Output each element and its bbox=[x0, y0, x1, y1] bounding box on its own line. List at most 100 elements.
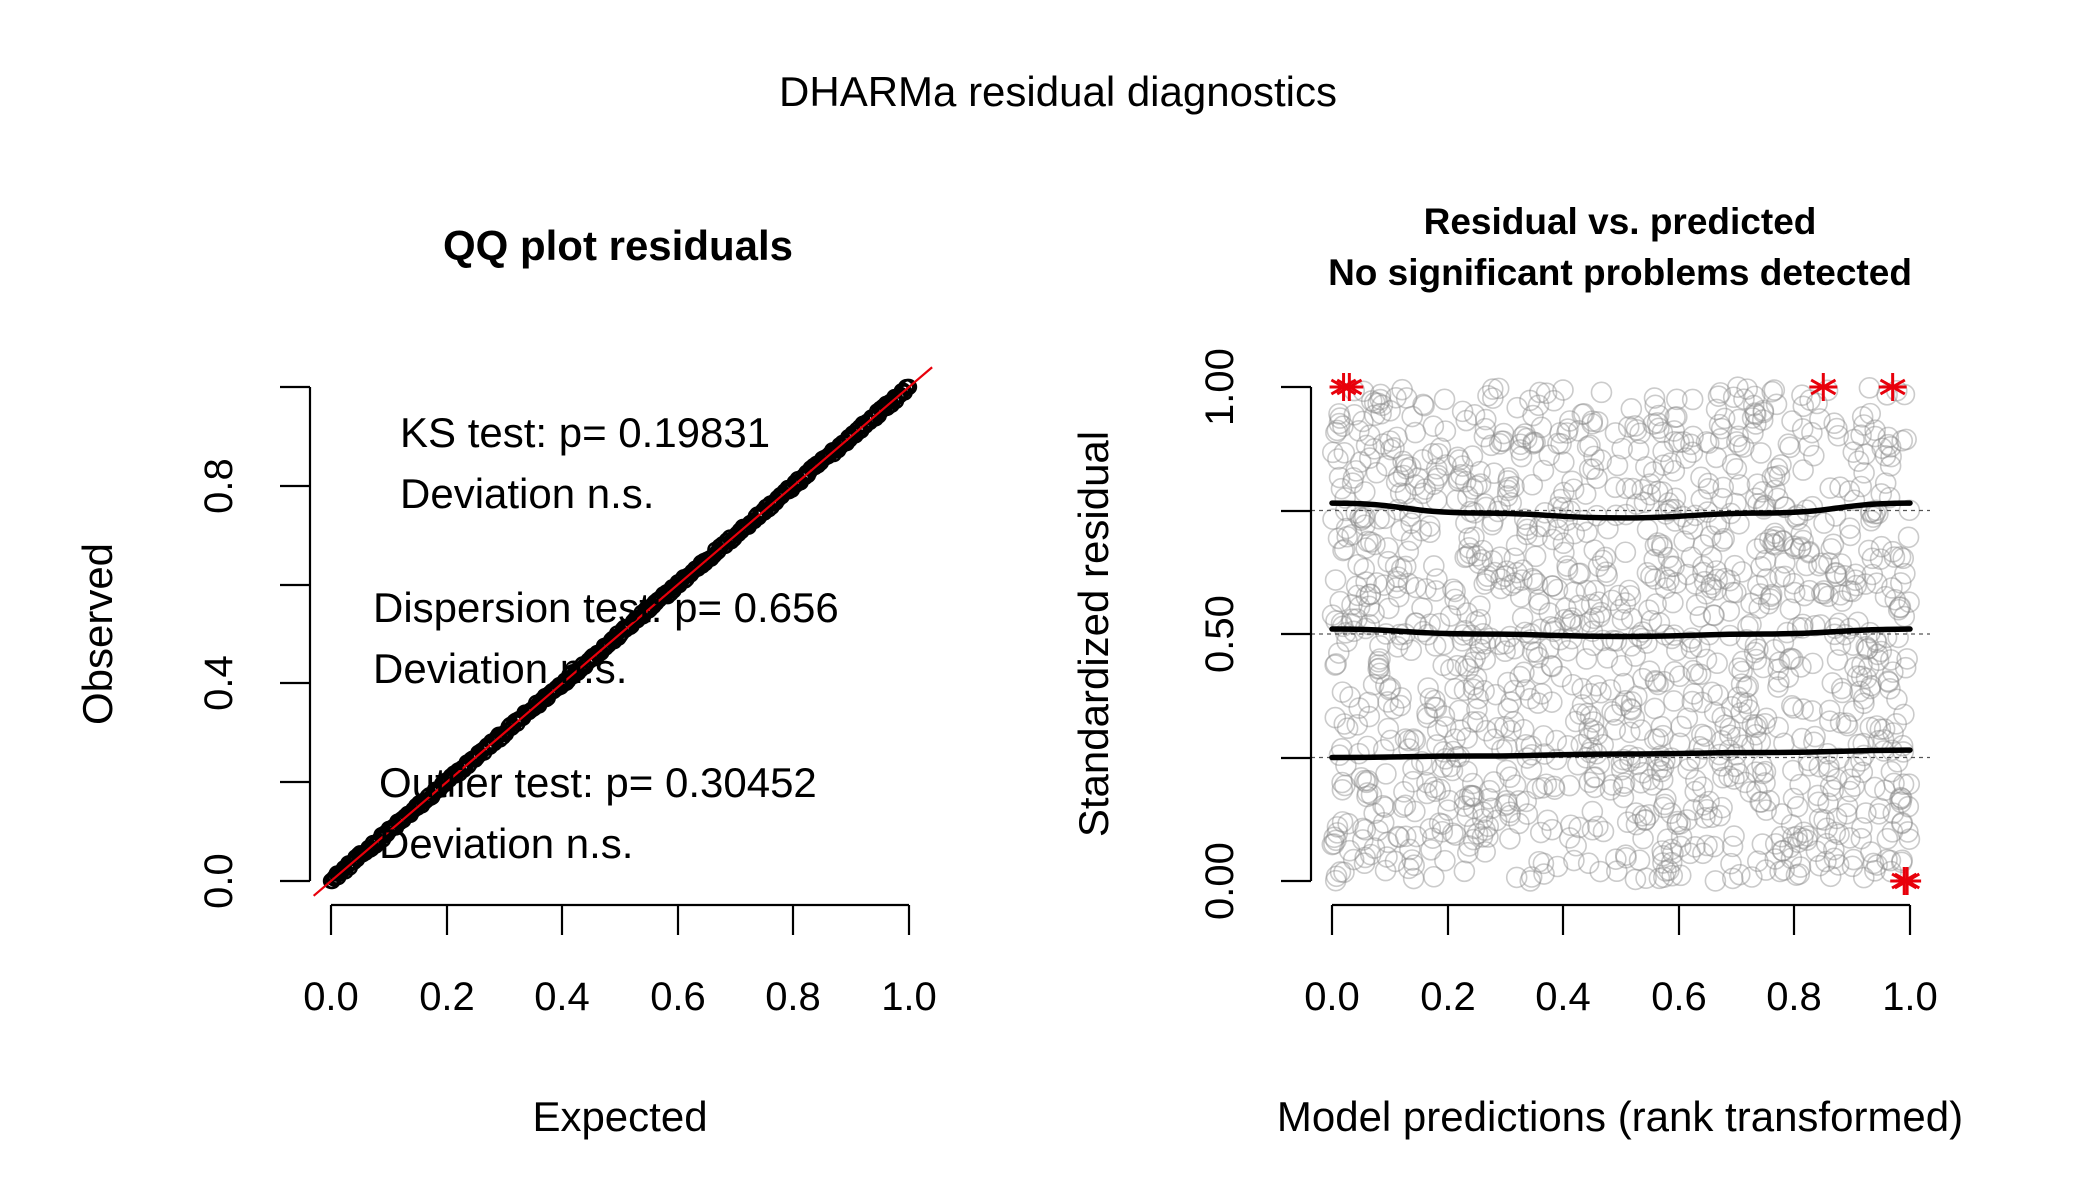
residual-point bbox=[1768, 651, 1791, 674]
residual-point bbox=[1531, 777, 1554, 799]
residual-point bbox=[1672, 431, 1695, 453]
residual-point bbox=[1473, 425, 1496, 448]
residual-point bbox=[1363, 391, 1386, 414]
residual-point bbox=[1641, 774, 1664, 796]
residual-point bbox=[1781, 648, 1804, 670]
residual-point bbox=[1721, 835, 1744, 858]
residual-point bbox=[1894, 562, 1916, 585]
residual-point bbox=[1877, 670, 1899, 692]
residual-point bbox=[1750, 442, 1772, 464]
residual-point bbox=[1437, 799, 1459, 821]
residual-point bbox=[1643, 728, 1666, 751]
residual-point bbox=[1698, 790, 1720, 813]
residual-point bbox=[1801, 652, 1824, 675]
residual-point bbox=[1512, 559, 1534, 581]
residual-point bbox=[1760, 588, 1782, 611]
residual-point bbox=[1656, 828, 1679, 851]
residual-point bbox=[1529, 662, 1552, 685]
residual-point bbox=[1636, 562, 1659, 584]
qq-reference-line bbox=[312, 366, 933, 897]
residual-point bbox=[1519, 629, 1542, 651]
residual-point bbox=[1590, 681, 1612, 704]
residual-point bbox=[1855, 802, 1877, 824]
residual-point bbox=[1404, 474, 1427, 496]
residual-point bbox=[1808, 755, 1831, 778]
residual-point bbox=[1627, 439, 1650, 462]
residual-point bbox=[1496, 485, 1519, 507]
residual-point bbox=[1513, 508, 1536, 530]
residual-point bbox=[1818, 759, 1840, 782]
residual-point bbox=[1631, 478, 1654, 501]
residual-point bbox=[1601, 701, 1623, 723]
residual-point bbox=[1838, 827, 1861, 849]
residual-point bbox=[1826, 417, 1848, 440]
residual-point bbox=[1461, 784, 1483, 807]
residual-point bbox=[1400, 639, 1423, 662]
residual-point bbox=[1877, 671, 1900, 693]
residual-point bbox=[1767, 716, 1789, 739]
residual-point bbox=[1564, 710, 1587, 733]
residual-point bbox=[1578, 727, 1600, 749]
residual-point bbox=[1417, 677, 1439, 699]
residual-point bbox=[1835, 712, 1858, 735]
residual-point bbox=[1898, 773, 1921, 795]
residual-point bbox=[1666, 388, 1688, 411]
residual-point bbox=[1524, 431, 1546, 454]
residual-point bbox=[1829, 584, 1852, 606]
residual-point bbox=[1771, 530, 1794, 553]
residual-point bbox=[1549, 628, 1571, 651]
residual-point bbox=[1796, 825, 1819, 847]
residual-point bbox=[1610, 758, 1633, 781]
residual-point bbox=[1419, 818, 1442, 840]
residual-point bbox=[1462, 478, 1484, 500]
residual-point bbox=[1710, 417, 1733, 440]
residual-point bbox=[1629, 422, 1651, 445]
residual-point bbox=[1557, 418, 1579, 440]
residual-point bbox=[1813, 809, 1835, 831]
residual-point bbox=[1670, 825, 1693, 848]
residual-point bbox=[1375, 763, 1397, 785]
outlier-test-text: Outlier test: p= 0.30452 bbox=[379, 759, 817, 806]
residual-point bbox=[1684, 836, 1706, 858]
residual-point bbox=[1355, 537, 1378, 559]
residual-point bbox=[1852, 687, 1875, 710]
residual-point bbox=[1838, 480, 1861, 502]
res-ylabel: Standardized residual bbox=[1070, 431, 1117, 837]
residual-point bbox=[1547, 518, 1569, 541]
residual-point bbox=[1728, 863, 1751, 886]
residual-point bbox=[1884, 588, 1907, 611]
residual-point bbox=[1503, 547, 1526, 570]
residual-point bbox=[1631, 621, 1654, 643]
residual-point bbox=[1662, 842, 1684, 865]
residual-point bbox=[1818, 699, 1841, 722]
residual-point bbox=[1720, 696, 1743, 718]
residual-point bbox=[1482, 387, 1504, 409]
residual-point bbox=[1416, 782, 1438, 805]
residual-point bbox=[1725, 581, 1747, 604]
residual-point bbox=[1587, 815, 1609, 838]
residual-point bbox=[1638, 804, 1660, 826]
residual-point bbox=[1675, 447, 1697, 469]
residual-point bbox=[1497, 671, 1519, 694]
residual-point bbox=[1836, 714, 1859, 737]
residual-point bbox=[1801, 495, 1824, 518]
residual-point bbox=[1599, 679, 1622, 701]
residual-point bbox=[1509, 665, 1531, 688]
residual-point bbox=[1818, 755, 1840, 778]
residual-point bbox=[1663, 661, 1686, 683]
residual-point bbox=[1885, 713, 1908, 735]
residual-point bbox=[1376, 537, 1399, 559]
residual-point bbox=[1419, 521, 1441, 544]
residual-point bbox=[1322, 508, 1344, 530]
residual-point bbox=[1827, 424, 1850, 447]
residual-point bbox=[1413, 394, 1435, 417]
residual-point bbox=[1666, 406, 1688, 428]
residual-point bbox=[1647, 728, 1669, 750]
residual-point bbox=[1725, 458, 1748, 480]
residual-point bbox=[1505, 866, 1528, 889]
residual-point bbox=[1865, 631, 1888, 654]
residual-point bbox=[1669, 864, 1692, 887]
residual-point bbox=[1809, 408, 1831, 430]
residual-point bbox=[1817, 792, 1839, 815]
residual-point bbox=[1851, 761, 1874, 784]
